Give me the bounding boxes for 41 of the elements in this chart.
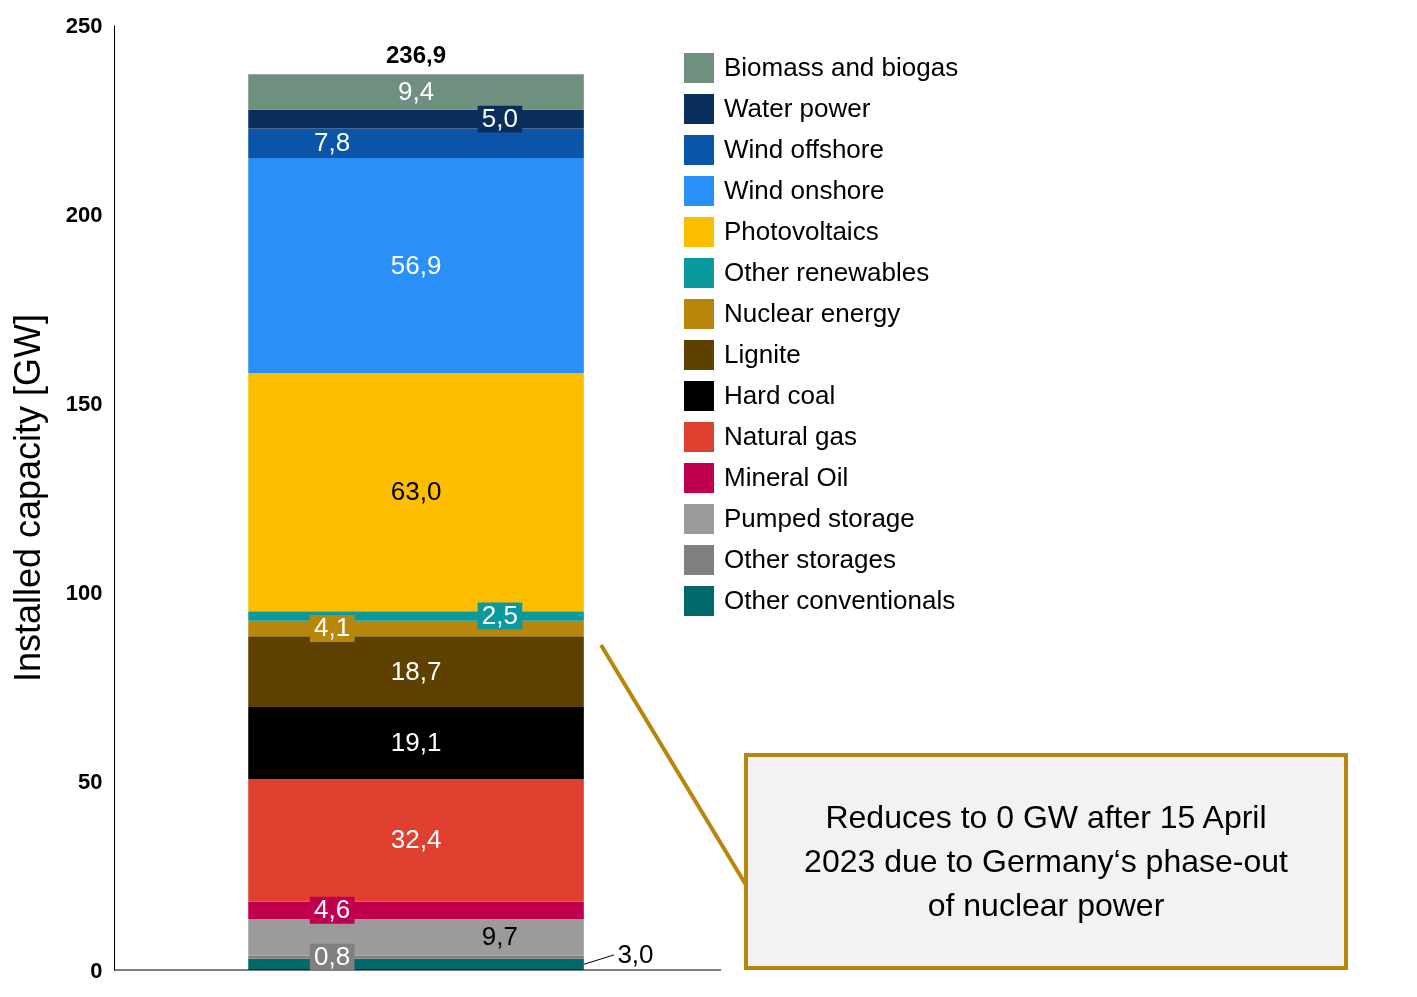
legend-label: Biomass and biogas [724,52,959,82]
y-axis-title: Installed capacity [GW] [6,313,48,683]
data-label: 63,0 [390,476,442,507]
legend-label: Hard coal [724,380,836,410]
y-tick-label: 50 [78,768,103,794]
legend-label: Mineral Oil [724,462,849,492]
legend-label: Lignite [724,339,801,369]
legend-label: Photovoltaics [724,216,879,246]
legend-label: Wind onshore [724,175,885,205]
legend-label: Pumped storage [724,503,915,533]
data-label: 19,1 [390,727,442,758]
data-label: 2,5 [481,600,519,630]
y-tick-label: 0 [90,957,103,983]
bar [248,158,584,374]
legend-label: Other conventionals [724,585,956,615]
y-tick-label: 100 [65,579,103,605]
data-label: 32,4 [390,824,442,855]
data-label: 9,4 [397,75,435,106]
data-label: 7,8 [314,127,351,158]
data-label: 0,8 [314,941,351,972]
bar [248,74,584,110]
legend-label: Wind offshore [724,134,884,164]
y-tick-label: 250 [65,12,103,38]
data-label: 56,9 [390,249,442,280]
legend-label: Nuclear energy [724,298,901,328]
legend-label: Other renewables [724,257,930,287]
bar [248,779,584,902]
y-tick-label: 200 [65,201,103,227]
legend-label: Water power [724,93,871,123]
data-label: 5,0 [481,103,519,134]
legend-label: Other storages [724,544,896,574]
data-label: 4,6 [314,894,351,925]
data-label: 18,7 [390,655,442,686]
total-label: 236,9 [386,41,447,69]
bar [248,706,584,780]
data-label: 3,0 [617,938,654,969]
y-tick-label: 150 [65,390,103,416]
data-label: 9,7 [481,921,519,952]
data-label: 4,1 [314,612,351,643]
text: Reduces to 0 GW after 15 April 2023 due to Germany‘s phase-out of nuclear power [804,799,1289,923]
legend-label: Natural gas [724,421,857,451]
